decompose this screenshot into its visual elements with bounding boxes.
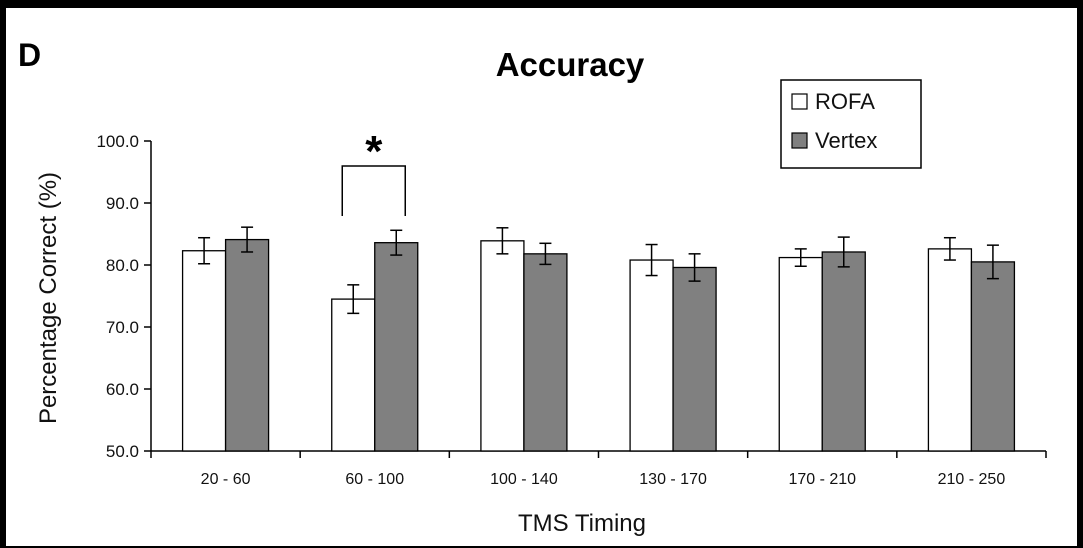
bars xyxy=(181,238,1016,452)
x-tick-label: 20 - 60 xyxy=(201,471,251,488)
legend-label-rofa: ROFA xyxy=(815,89,875,114)
x-tick-label: 170 - 210 xyxy=(788,471,856,488)
bar-vertex-4 xyxy=(821,251,866,452)
bar-rofa-3 xyxy=(629,259,674,452)
x-axis-label: TMS Timing xyxy=(518,510,646,537)
bar-vertex-5 xyxy=(970,261,1016,452)
bar-chart: D Accuracy Percentage Correct (%) TMS Ti… xyxy=(18,37,1047,537)
bar-rofa-0 xyxy=(181,250,227,452)
bar-rofa-4 xyxy=(778,256,823,452)
x-tick-label: 130 - 170 xyxy=(639,471,707,488)
bar-vertex-1 xyxy=(374,242,419,452)
y-tick-label: 60.0 xyxy=(106,380,139,399)
legend: ROFA Vertex xyxy=(780,79,922,169)
legend-label-vertex: Vertex xyxy=(815,128,877,153)
bar-vertex-0 xyxy=(224,238,270,452)
significance-star: * xyxy=(365,127,383,176)
y-tick-label: 90.0 xyxy=(106,194,139,213)
legend-swatch-rofa xyxy=(791,93,808,110)
significance-bracket xyxy=(341,165,406,216)
error-bars xyxy=(198,226,999,315)
bar-rofa-5 xyxy=(927,248,973,452)
chart-title: Accuracy xyxy=(496,46,645,83)
y-axis-label: Percentage Correct (%) xyxy=(35,172,62,424)
x-tick-label: 210 - 250 xyxy=(938,471,1006,488)
bar-rofa-2 xyxy=(480,240,525,452)
panel-letter: D xyxy=(18,37,41,73)
chart-panel: D Accuracy Percentage Correct (%) TMS Ti… xyxy=(6,8,1077,546)
x-tick-label: 100 - 140 xyxy=(490,471,558,488)
bar-rofa-1 xyxy=(331,298,376,452)
y-tick-label: 100.0 xyxy=(96,132,139,151)
x-axis: 20 - 60 60 - 100 100 - 140 130 - 170 170 - 2… xyxy=(150,450,1047,488)
bar-vertex-2 xyxy=(523,253,568,452)
x-tick-label: 60 - 100 xyxy=(345,471,404,488)
legend-swatch-vertex xyxy=(791,132,808,149)
y-tick-label: 70.0 xyxy=(106,318,139,337)
significance-annotation: * xyxy=(341,127,406,216)
bar-vertex-3 xyxy=(672,266,717,452)
y-axis: 50.0 60.0 70.0 80.0 90.0 100.0 xyxy=(96,132,152,461)
y-tick-label: 80.0 xyxy=(106,256,139,275)
y-tick-label: 50.0 xyxy=(106,442,139,461)
